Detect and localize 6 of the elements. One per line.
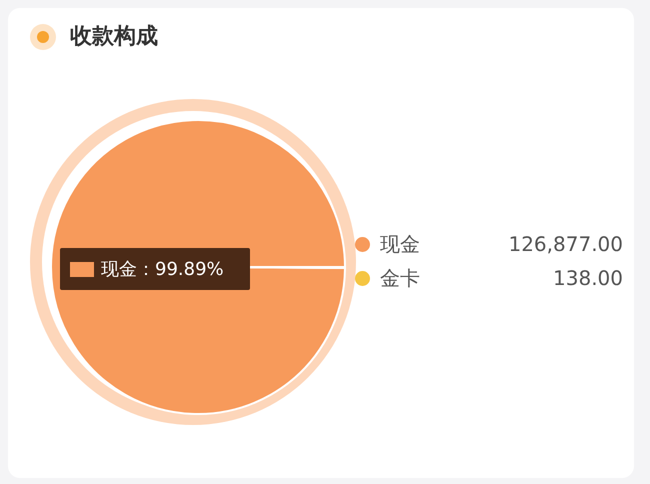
legend-label: 金卡 [380, 264, 420, 292]
data-label: 126,877.00 [508, 232, 623, 256]
text: 现金：99.89% [101, 258, 224, 281]
chart-title: 收款构成 [70, 23, 158, 51]
legend-label: 现金 [380, 230, 420, 258]
data-label: 138.00 [553, 266, 623, 290]
